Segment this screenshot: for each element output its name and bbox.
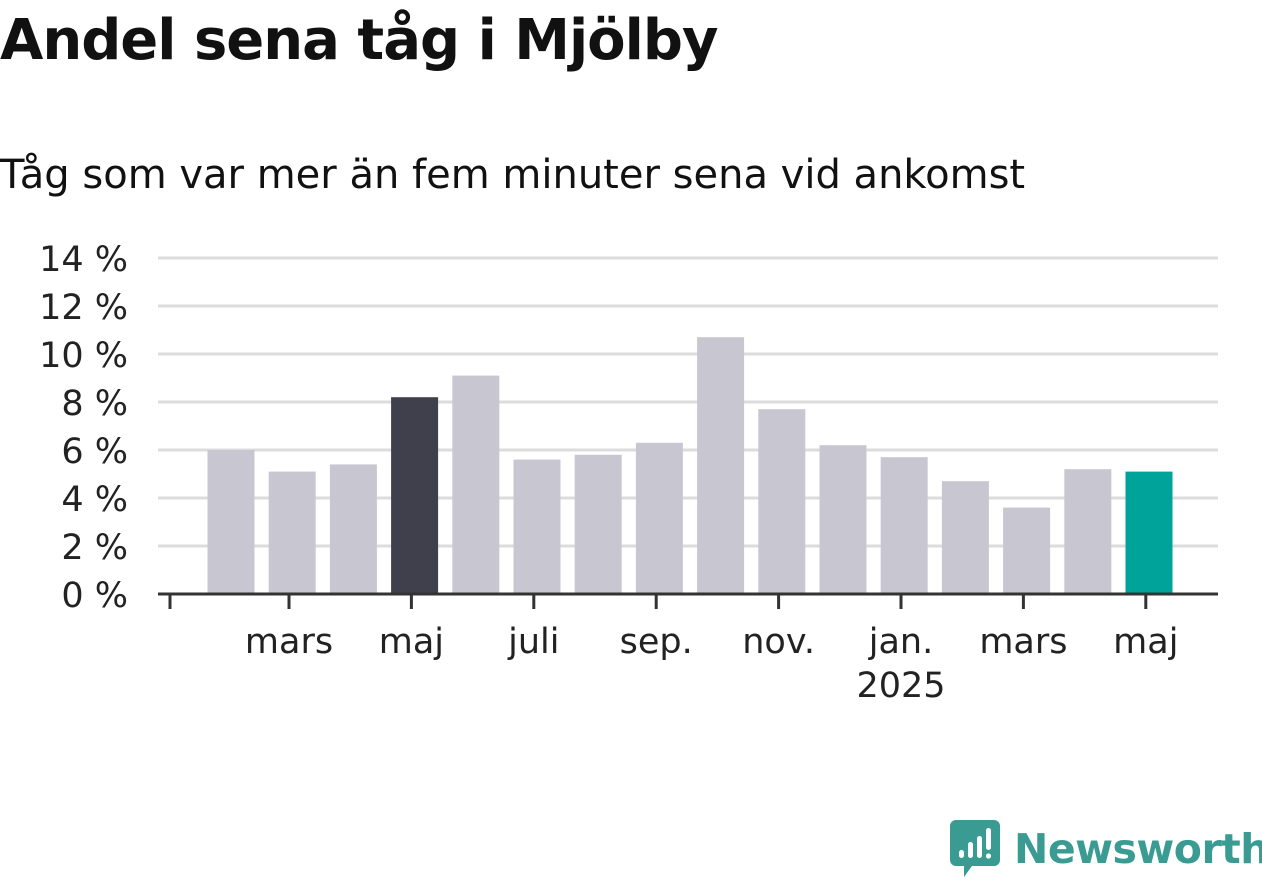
bar: mars 2024: 5.1 — [268, 471, 316, 594]
bar: maj 2024: 8.2 — [391, 397, 439, 594]
bar: sep. 2024: 6.3 — [635, 442, 683, 594]
brand-name: Newsworthy — [1014, 825, 1262, 873]
x-tick-label: jan. — [868, 622, 933, 662]
bar: juli 2024: 5.6 — [513, 459, 561, 594]
bar: apr. 2024: 5.4 — [329, 464, 377, 594]
x-tick-year-label: 2025 — [856, 666, 945, 706]
y-tick-label: 8 % — [61, 384, 128, 424]
bar: apr. 2025: 5.2 — [1064, 469, 1112, 594]
y-tick-label: 10 % — [39, 336, 128, 376]
x-axis-labels: mars maj juli sep. nov. jan.2025 mars maj — [245, 622, 1179, 706]
x-tick-label: juli — [507, 622, 559, 662]
y-tick-label: 2 % — [61, 528, 128, 568]
chart-subtitle: Tåg som var mer än fem minuter sena vid … — [0, 152, 1026, 198]
chart-title: Andel sena tåg i Mjölby — [0, 8, 718, 73]
x-tick-label: maj — [1113, 622, 1178, 662]
bar: feb. 2024: 6 — [207, 450, 255, 594]
grid-lines — [158, 256, 1218, 548]
bar: feb. 2025: 4.7 — [941, 481, 989, 594]
y-tick-label: 0 % — [61, 576, 128, 616]
bar: okt. 2024: 10.7 — [697, 337, 745, 594]
y-tick-label: 14 % — [39, 240, 128, 280]
bar: mars 2025: 3.6 — [1003, 507, 1051, 594]
x-axis — [158, 592, 1218, 609]
bar: nov. 2024: 7.7 — [758, 409, 806, 594]
brand: Newsworthy — [950, 818, 1262, 880]
x-tick-label: sep. — [620, 622, 693, 662]
y-axis-labels: 0 % 2 % 4 % 6 % 8 % 10 % 12 % 14 % — [39, 240, 128, 616]
x-tick-label: mars — [979, 622, 1067, 662]
bars: feb. 2024: 6 mars 2024: 5.1 apr. 2024: 5.4… — [207, 337, 1173, 594]
y-tick-label: 4 % — [61, 480, 128, 520]
newsworthy-logo-icon — [950, 820, 1000, 877]
y-tick-label: 12 % — [39, 288, 128, 328]
x-tick-label: maj — [379, 622, 444, 662]
bar: aug. 2024: 5.8 — [574, 454, 622, 594]
x-tick-label: nov. — [742, 622, 815, 662]
x-tick-label: mars — [245, 622, 333, 662]
bar: maj 2025: 5.1 — [1125, 471, 1173, 594]
bar: dec. 2024: 6.2 — [819, 445, 867, 594]
y-tick-label: 6 % — [61, 432, 128, 472]
bar: juni 2024: 9.1 — [452, 375, 500, 594]
bar: jan. 2025: 5.7 — [880, 457, 928, 594]
